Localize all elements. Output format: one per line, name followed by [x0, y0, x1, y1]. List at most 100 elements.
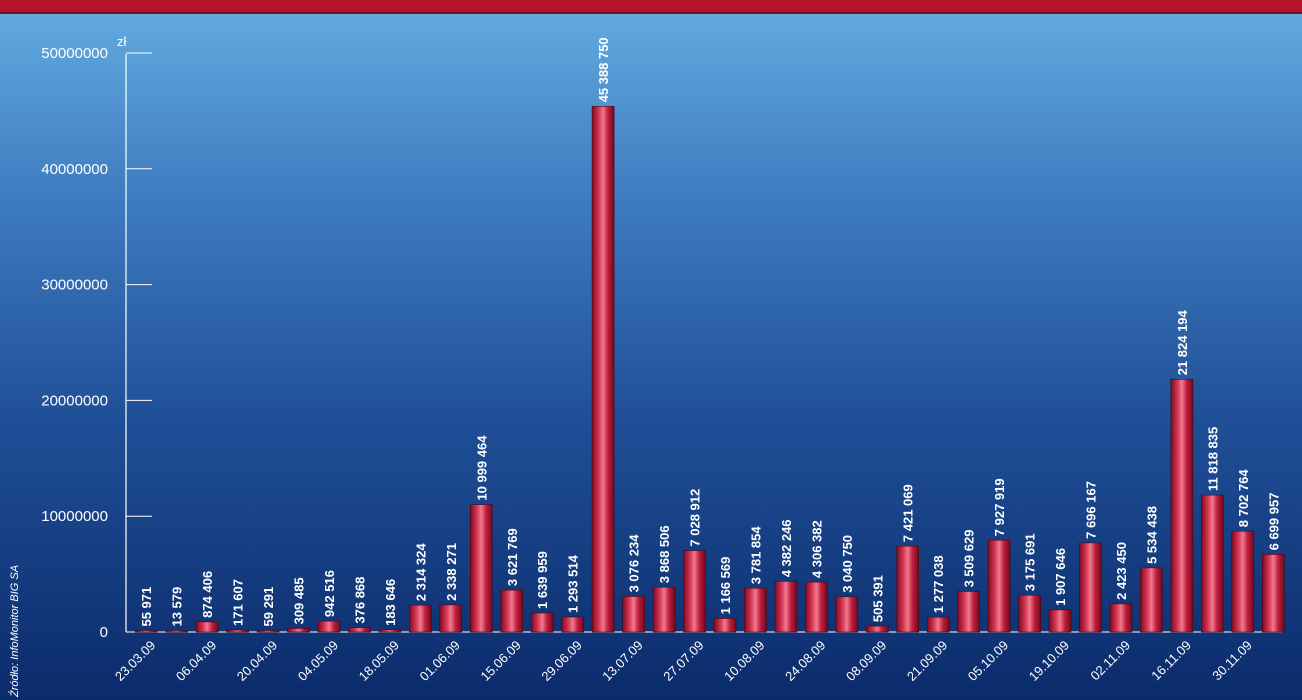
bar-value-label: 183 646: [383, 579, 398, 626]
bar-value-label: 505 391: [870, 575, 885, 622]
bar: [835, 596, 859, 633]
bar: [1109, 603, 1133, 633]
x-tick-label: 30.11.09: [1209, 638, 1255, 684]
bar-value-label: 8 702 764: [1236, 469, 1251, 528]
bar-value-label: 3 868 506: [657, 525, 672, 583]
bar: [652, 586, 676, 633]
bar: [1201, 494, 1224, 633]
title-bar: [0, 0, 1302, 14]
bar-value-label: 10 999 464: [474, 435, 489, 501]
bar: [561, 616, 585, 633]
bar: [226, 629, 249, 633]
bar-value-label: 21 824 194: [1175, 309, 1190, 375]
y-tick-label: 10000000: [41, 508, 108, 525]
bar: [926, 616, 950, 633]
bar: [469, 504, 493, 633]
x-tick-label: 02.11.09: [1087, 638, 1133, 684]
bar: [317, 620, 341, 633]
y-tick-label: 20000000: [41, 392, 108, 409]
x-tick-label: 08.09.09: [843, 638, 889, 684]
bar-value-label: 3 040 750: [840, 535, 855, 593]
bar-value-label: 874 406: [200, 571, 215, 618]
bar: [165, 630, 188, 633]
bar-value-label: 1 277 038: [931, 555, 946, 613]
bar-value-label: 3 076 234: [627, 534, 642, 593]
bar-value-label: 2 314 324: [413, 543, 428, 602]
bar-value-label: 376 868: [353, 577, 368, 624]
bar: [195, 621, 219, 633]
bar-value-label: 3 509 629: [962, 530, 977, 588]
bar: [439, 604, 463, 633]
bar: [409, 604, 432, 633]
bars: [134, 106, 1285, 633]
y-tick-label: 0: [100, 624, 108, 641]
bar: [987, 539, 1011, 633]
bar-value-label: 7 927 919: [992, 478, 1007, 536]
bar-value-label: 4 382 246: [779, 519, 794, 577]
bar: [591, 106, 615, 633]
value-labels: 55 971 13 579 874 406 171 607 59 291 309 485 9…: [139, 37, 1281, 626]
y-axis-unit: zł: [117, 34, 127, 49]
bar: [683, 550, 706, 633]
bar: [1079, 542, 1102, 633]
bar: [287, 628, 310, 633]
x-tick-label: 19.10.09: [1026, 638, 1072, 684]
x-tick-label: 13.07.09: [599, 638, 645, 684]
source-note: Źródło: InfoMonitor BIG SA: [9, 564, 21, 697]
bar: [348, 627, 371, 633]
bar-value-label: 3 621 769: [505, 528, 520, 586]
bar-value-label: 6 699 957: [1266, 493, 1281, 551]
bar: [134, 630, 158, 633]
x-tick-label: 21.09.09: [904, 638, 950, 684]
bar: [744, 587, 767, 633]
bar: [500, 589, 524, 633]
x-tick-label: 29.06.09: [538, 638, 584, 684]
bar-value-label: 2 338 271: [444, 543, 459, 601]
bar-value-label: 1 639 959: [535, 551, 550, 609]
bar-value-label: 13 579: [170, 587, 185, 627]
x-tick-label: 27.07.09: [660, 638, 706, 684]
bar-value-label: 2 423 450: [1114, 542, 1129, 600]
bar: [865, 625, 889, 633]
x-tick-label: 06.04.09: [173, 638, 219, 684]
bar-value-label: 942 516: [322, 570, 337, 617]
bar-value-label: 45 388 750: [596, 37, 611, 102]
bar-value-label: 55 971: [139, 587, 154, 627]
bar-value-label: 59 291: [261, 587, 276, 627]
x-tick-label: 23.03.09: [112, 638, 158, 684]
bar-value-label: 7 696 167: [1084, 481, 1099, 539]
x-tick-label: 15.06.09: [478, 638, 524, 684]
bar: [957, 591, 981, 633]
y-tick-label: 40000000: [41, 161, 108, 178]
x-tick-label: 05.10.09: [965, 638, 1011, 684]
bar-value-label: 3 175 691: [1023, 533, 1038, 591]
x-tick-label: 20.04.09: [234, 638, 280, 684]
bar-value-label: 1 907 646: [1053, 548, 1068, 606]
x-tick-label: 01.06.09: [417, 638, 463, 684]
x-axis-labels: 23.03.09 06.04.09 20.04.09 04.05.09 18.05.09…: [112, 638, 1255, 684]
bar: [713, 618, 737, 633]
bar-value-label: 4 306 382: [809, 520, 824, 578]
x-tick-label: 24.08.09: [782, 638, 828, 684]
x-tick-label: 16.11.09: [1148, 638, 1194, 684]
bar-value-label: 3 781 854: [748, 526, 763, 585]
bar: [1018, 594, 1041, 633]
y-tick-label: 30000000: [41, 277, 108, 294]
bar-value-label: 7 028 912: [688, 489, 703, 547]
bar-value-label: 309 485: [292, 577, 307, 624]
bar: [1170, 378, 1194, 633]
x-tick-label: 18.05.09: [356, 638, 402, 684]
bar: [1048, 609, 1072, 633]
y-tick-label: 50000000: [41, 45, 108, 62]
bar: [774, 580, 798, 633]
bar: [1231, 530, 1255, 633]
bar: [530, 612, 554, 633]
bar: [1262, 554, 1285, 633]
bar-value-label: 1 293 514: [566, 554, 581, 613]
bar: [896, 545, 920, 633]
bar: [378, 629, 402, 633]
bar: [256, 630, 280, 633]
bar: [1140, 567, 1163, 633]
bar-value-label: 171 607: [231, 579, 246, 626]
